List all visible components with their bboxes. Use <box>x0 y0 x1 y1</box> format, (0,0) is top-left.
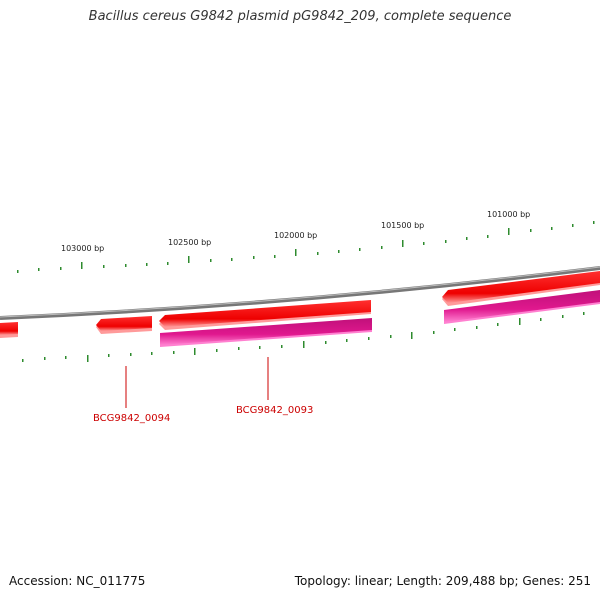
tick-mark <box>338 250 340 253</box>
tick-mark <box>81 262 83 269</box>
tick-mark <box>108 354 110 357</box>
tick-mark <box>540 318 542 321</box>
scale-label: 102500 bp <box>168 238 211 247</box>
tick-mark <box>497 323 499 326</box>
tick-mark <box>281 345 283 348</box>
tick-mark <box>253 256 255 259</box>
tick-mark <box>295 249 297 256</box>
tick-mark <box>44 357 46 360</box>
tick-mark <box>454 328 456 331</box>
tick-mark <box>303 341 305 348</box>
tick-mark <box>562 315 564 318</box>
tick-mark <box>593 221 595 224</box>
tick-mark <box>231 258 233 261</box>
tick-mark <box>487 235 489 238</box>
tick-mark <box>317 252 319 255</box>
tick-mark <box>402 240 404 247</box>
tick-mark <box>433 331 435 334</box>
tick-mark <box>125 264 127 267</box>
tick-mark <box>173 351 175 354</box>
tick-mark <box>216 349 218 352</box>
gene-label-bcg9842-0093[interactable]: BCG9842_0093 <box>236 405 313 416</box>
tick-mark <box>390 335 392 338</box>
tick-mark <box>274 255 276 258</box>
tick-mark <box>583 312 585 315</box>
tick-mark <box>411 332 413 339</box>
tick-mark <box>65 356 67 359</box>
tick-mark <box>476 326 478 329</box>
tick-mark <box>194 348 196 355</box>
gene-label-bcg9842-0094[interactable]: BCG9842_0094 <box>93 413 170 424</box>
tick-mark <box>325 341 327 344</box>
scale-label: 103000 bp <box>61 244 104 253</box>
topology-summary: Topology: linear; Length: 209,488 bp; Ge… <box>295 574 591 588</box>
tick-mark <box>38 268 40 271</box>
gene-bcg9842-0094[interactable] <box>96 316 152 334</box>
tick-mark <box>346 339 348 342</box>
tick-mark <box>146 263 148 266</box>
tick-mark <box>167 262 169 265</box>
scale-label: 101500 bp <box>381 221 424 230</box>
tick-mark <box>359 248 361 251</box>
scale-label: 102000 bp <box>274 231 317 240</box>
tick-mark <box>259 346 261 349</box>
tick-mark <box>381 246 383 249</box>
gene-forward-1[interactable] <box>0 322 18 338</box>
tick-mark <box>368 337 370 340</box>
scale-label: 101000 bp <box>487 210 530 219</box>
tick-mark <box>188 256 190 263</box>
plasmid-map: 103000 bp 102500 bp 102000 bp 101500 bp … <box>0 0 600 600</box>
tick-mark <box>519 318 521 325</box>
tick-mark <box>151 352 153 355</box>
tick-mark <box>22 359 24 362</box>
tick-mark <box>423 242 425 245</box>
tick-mark <box>238 347 240 350</box>
tick-mark <box>17 270 19 273</box>
tick-mark <box>210 259 212 262</box>
tick-mark <box>445 240 447 243</box>
accession-text: Accession: NC_011775 <box>9 574 145 588</box>
tick-mark <box>530 229 532 232</box>
tick-mark <box>572 224 574 227</box>
tick-mark <box>551 227 553 230</box>
tick-mark <box>103 265 105 268</box>
tick-mark <box>466 237 468 240</box>
tick-mark <box>60 267 62 270</box>
tick-mark <box>130 353 132 356</box>
tick-mark <box>87 355 89 362</box>
tick-mark <box>508 228 510 235</box>
